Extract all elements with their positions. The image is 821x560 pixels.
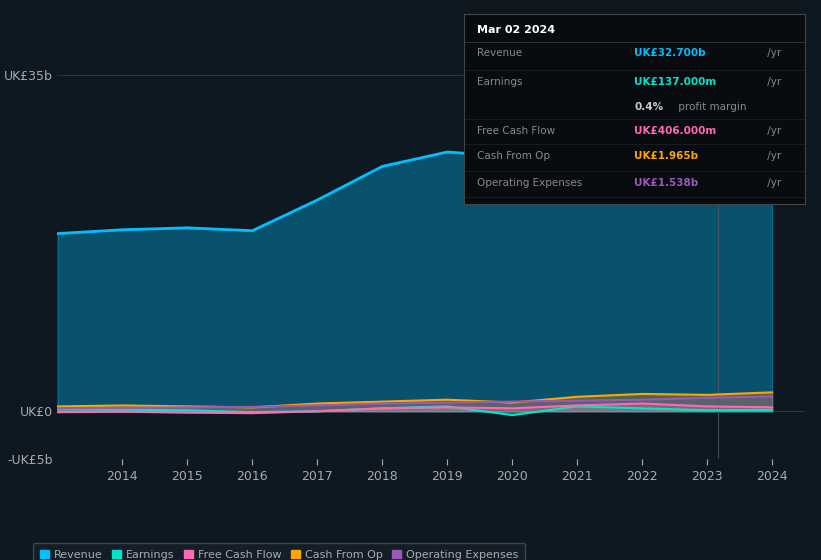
- Text: Revenue: Revenue: [478, 48, 523, 58]
- Text: Free Cash Flow: Free Cash Flow: [478, 127, 556, 136]
- Text: Cash From Op: Cash From Op: [478, 151, 551, 161]
- Text: Operating Expenses: Operating Expenses: [478, 178, 583, 188]
- Text: /yr: /yr: [764, 178, 781, 188]
- Text: UK£137.000m: UK£137.000m: [635, 77, 717, 87]
- Text: /yr: /yr: [764, 127, 781, 136]
- Text: UK£32.700b: UK£32.700b: [635, 48, 706, 58]
- Text: /yr: /yr: [764, 77, 781, 87]
- Text: UK£1.965b: UK£1.965b: [635, 151, 699, 161]
- Text: profit margin: profit margin: [675, 101, 746, 111]
- Text: Earnings: Earnings: [478, 77, 523, 87]
- Text: UK£1.538b: UK£1.538b: [635, 178, 699, 188]
- Text: Mar 02 2024: Mar 02 2024: [478, 25, 556, 35]
- Text: /yr: /yr: [764, 151, 781, 161]
- Legend: Revenue, Earnings, Free Cash Flow, Cash From Op, Operating Expenses: Revenue, Earnings, Free Cash Flow, Cash …: [33, 543, 525, 560]
- Text: UK£406.000m: UK£406.000m: [635, 127, 717, 136]
- Text: 0.4%: 0.4%: [635, 101, 663, 111]
- Text: /yr: /yr: [764, 48, 781, 58]
